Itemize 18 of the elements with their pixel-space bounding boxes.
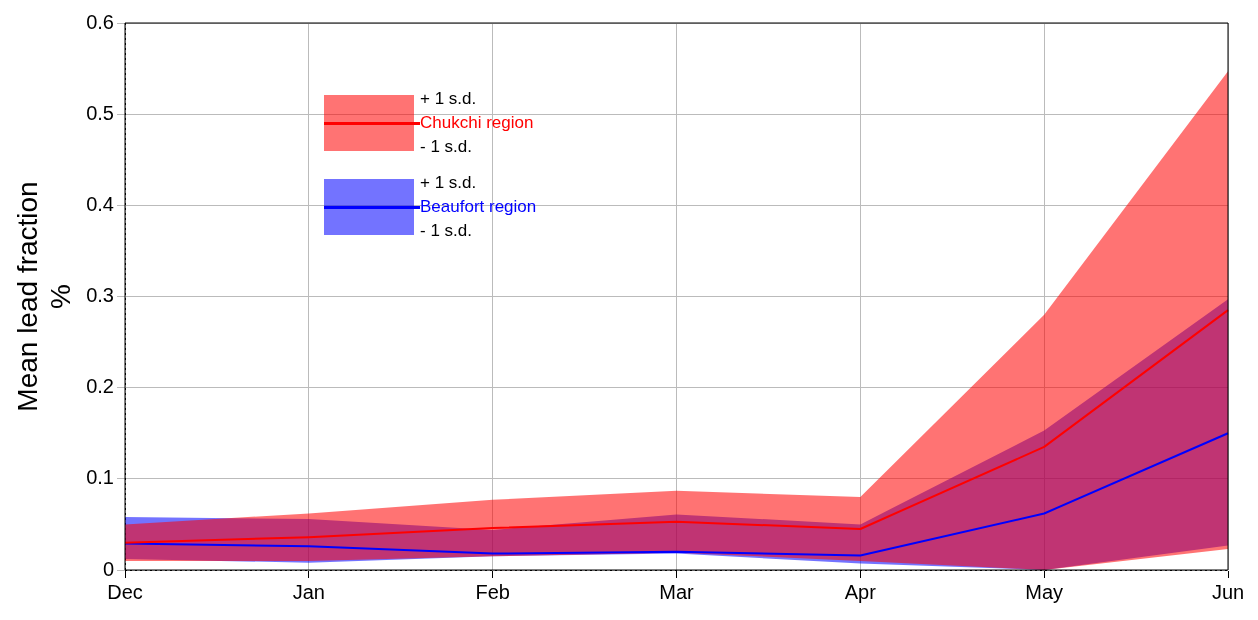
x-tick-label: Apr [844,580,877,603]
x-tick-label: Jan [292,580,325,603]
y-tick-label: 0 [102,557,114,580]
y-tick-label: 0.3 [86,284,114,307]
legend: + 1 s.d. Chukchi region - 1 s.d. + 1 s.d. Beaufort region - 1 s.d. [318,83,543,259]
y-axis-title: Mean lead fraction % [11,181,77,412]
y-tick-label: 0.6 [86,10,114,33]
annotation: + 1 s.d. [420,88,478,110]
y-tick-label: 0.5 [86,101,114,124]
x-tick-label: Jun [1211,580,1245,603]
x-tick-label: Dec [107,580,143,603]
x-tick-label: May [1025,580,1064,603]
x-tick-label: Feb [475,580,510,603]
y-tick-label: 0.4 [86,192,114,215]
y-tick-label: 0.2 [86,375,114,398]
y-tick-label: 0.1 [86,466,114,489]
x-tick-label: Mar [659,580,695,603]
annotation: - 1 s.d. [420,136,473,158]
